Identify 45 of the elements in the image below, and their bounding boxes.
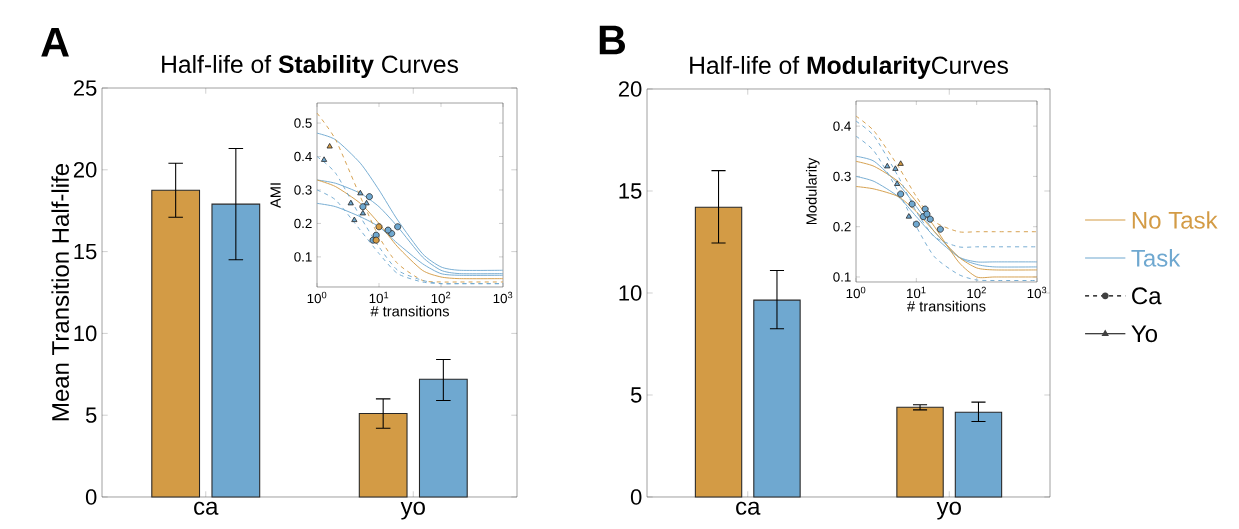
text: Ca [1132, 287, 1162, 305]
x-tick-label: 10$^{0}$ [846, 286, 866, 299]
text: Yo [1131, 325, 1158, 343]
y-tick-label: 20 [618, 81, 642, 97]
chart-title: Half-life of ModularityCurves [690, 55, 1008, 79]
y-axis-title: Mean Transition Half-life [51, 164, 69, 421]
y-tick-label: 0.1 [833, 272, 851, 282]
x-tick-label: 10$^{1}$ [907, 286, 926, 299]
x-tick-label: 10$^{3}$ [1027, 286, 1047, 299]
y-tick-label: 0 [630, 489, 642, 505]
x-tick-label: ca [194, 501, 219, 515]
y-tick-label: 25 [73, 80, 97, 96]
y-tick-label: 0.3 [833, 171, 851, 182]
x-axis-title: # transitions [370, 305, 449, 317]
x-tick-label: yo [936, 501, 961, 520]
chart-title: Half-life of Stability Curves [162, 54, 459, 78]
x-tick-label: ca [736, 501, 761, 515]
x-tick-label: 10$^{1}$ [369, 291, 389, 304]
y-tick-label: 15 [74, 243, 97, 260]
x-tick-label: 10$^{3}$ [493, 291, 513, 304]
text: B [599, 25, 625, 55]
legend-label: No Task [1132, 211, 1218, 229]
y-tick-label: 0 [85, 489, 97, 505]
y-tick-label: 0.4 [294, 151, 312, 162]
y-tick-label: 10 [74, 325, 97, 342]
y-tick-label: 20 [73, 162, 97, 178]
x-tick-label: 10$^{0}$ [307, 291, 327, 304]
x-tick-label: 10$^{2}$ [431, 291, 451, 304]
x-tick-label: yo [400, 501, 425, 520]
x-tick-label: 10$^{2}$ [967, 286, 986, 299]
y-tick-label: 5 [630, 387, 642, 403]
y-tick-label: 0.4 [833, 121, 851, 131]
x-axis-title: # transitions [907, 300, 986, 312]
y-axis-title: Modularity [805, 157, 820, 225]
y-tick-label: 5 [85, 407, 97, 423]
y-axis-title: AMI [270, 183, 281, 209]
y-tick-label: 0.3 [294, 185, 312, 195]
text: A [41, 27, 69, 57]
y-tick-label: 0.2 [294, 218, 312, 229]
y-tick-label: 10 [619, 285, 642, 301]
y-tick-label: 0.1 [294, 252, 312, 262]
y-tick-label: 15 [619, 183, 642, 199]
y-tick-label: 0.5 [294, 118, 312, 128]
y-tick-label: 0.2 [833, 221, 851, 232]
legend-label: Task [1131, 249, 1181, 267]
